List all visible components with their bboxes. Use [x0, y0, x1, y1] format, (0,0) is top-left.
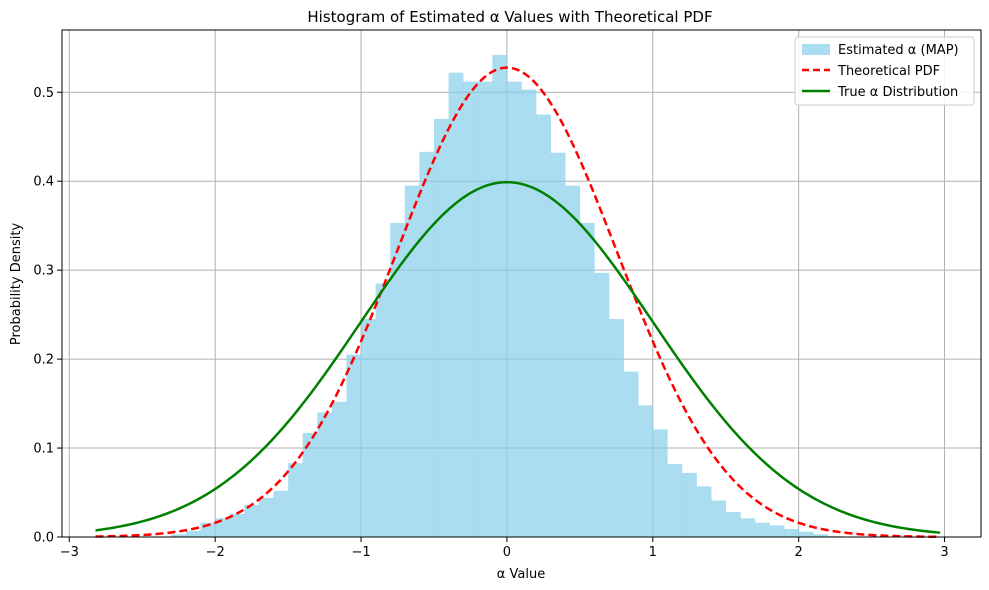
histogram-bar [244, 504, 260, 537]
y-axis-ticks: 0.0 0.1 0.2 0.3 0.4 0.5 [33, 86, 62, 546]
legend-swatch-histogram [802, 44, 830, 55]
histogram-bar [594, 272, 610, 537]
histogram-bar [565, 185, 581, 537]
histogram-bar [331, 401, 347, 537]
histogram-bar [492, 54, 508, 537]
chart-title: Histogram of Estimated α Values with The… [307, 8, 712, 26]
histogram-bar [404, 185, 420, 537]
plot-area: −3 −2 −1 0 1 2 3 0.0 0.1 0.2 0.3 0.4 0.5 [33, 29, 982, 560]
histogram-bar [667, 464, 683, 537]
x-axis-ticks: −3 −2 −1 0 1 2 3 [60, 537, 949, 560]
legend: Estimated α (MAP) Theoretical PDF True α… [794, 36, 975, 106]
histogram-bar [754, 522, 770, 537]
x-tick-label: −2 [206, 545, 225, 560]
legend-label-true: True α Distribution [837, 85, 958, 100]
legend-label-theoretical: Theoretical PDF [837, 64, 940, 79]
histogram-bar [288, 463, 303, 537]
histogram-bar [185, 530, 201, 537]
curves [95, 66, 941, 539]
histogram-bar [258, 497, 274, 537]
x-tick-label: −3 [60, 545, 79, 560]
x-tick-label: 3 [940, 545, 948, 560]
x-axis-label: α Value [497, 567, 545, 582]
histogram-bar [609, 319, 624, 537]
histogram-bar [419, 151, 435, 537]
histogram-bar [317, 412, 333, 537]
histogram-bar [477, 81, 493, 537]
legend-box [794, 36, 975, 106]
histogram-bar [390, 223, 406, 537]
histogram-bar [681, 472, 697, 537]
histogram-bar [798, 531, 814, 537]
x-tick-label: 2 [795, 545, 803, 560]
histogram-bar [506, 81, 522, 537]
x-tick-label: 1 [649, 545, 657, 560]
y-tick-label: 0.5 [33, 86, 54, 101]
histogram-bar [273, 490, 289, 537]
histogram-bar [769, 525, 785, 537]
histogram-bars [171, 54, 843, 538]
y-axis-label: Probability Density [9, 223, 24, 346]
histogram-bar [346, 354, 362, 537]
histogram-bar [375, 283, 391, 537]
histogram-bar [784, 528, 799, 537]
y-tick-label: 0.3 [33, 264, 54, 279]
y-tick-label: 0.4 [33, 175, 54, 190]
histogram-bar [361, 319, 376, 537]
histogram-bar [433, 118, 449, 538]
histogram-bar [463, 81, 479, 537]
x-tick-label: 0 [503, 545, 511, 560]
histogram-bar [579, 223, 595, 537]
true-distribution-line [95, 180, 941, 534]
histogram-bar [521, 89, 537, 538]
legend-label-histogram: Estimated α (MAP) [838, 43, 959, 58]
histogram-bar [229, 513, 245, 537]
y-tick-label: 0.0 [33, 531, 54, 546]
histogram-bar [696, 486, 712, 537]
histogram-bar [215, 518, 231, 537]
histogram-bar [171, 534, 187, 537]
histogram-bar [711, 500, 727, 537]
histogram-bar [725, 512, 741, 537]
theoretical-pdf-line [95, 66, 941, 539]
plot-frame [61, 29, 982, 538]
histogram-bar [536, 114, 551, 537]
histogram-bar [448, 72, 464, 538]
histogram-bar [638, 405, 654, 537]
histogram-bar [813, 534, 829, 537]
y-tick-label: 0.2 [33, 353, 54, 368]
histogram-bar [623, 371, 639, 537]
histogram-bar [740, 518, 756, 537]
histogram-bar [550, 152, 566, 537]
histogram-bar [302, 432, 318, 537]
x-tick-label: −1 [351, 545, 370, 560]
histogram-bar [652, 429, 668, 537]
y-tick-label: 0.1 [33, 442, 54, 457]
